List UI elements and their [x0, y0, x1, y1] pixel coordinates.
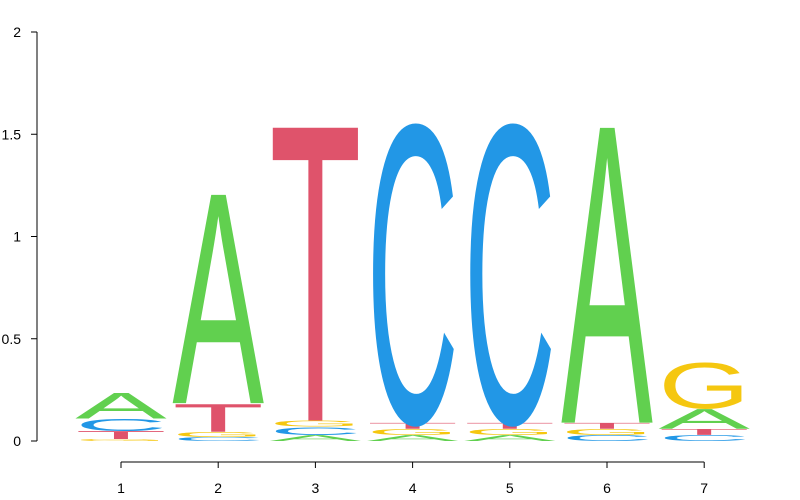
logo-letter-A: A	[172, 129, 264, 468]
svg-text:G: G	[561, 427, 653, 437]
svg-text:T: T	[367, 421, 459, 431]
svg-text:C: C	[561, 433, 653, 443]
logo-letter-G: G	[464, 427, 556, 437]
logo-letter-C: C	[172, 436, 264, 442]
logo-letter-T: T	[561, 421, 653, 431]
svg-text:T: T	[172, 396, 264, 441]
x-axis: 1 2 3 4 5 6 7	[117, 461, 708, 496]
svg-text:G: G	[172, 430, 264, 438]
svg-text:T: T	[269, 35, 361, 500]
logo-letter-T: T	[269, 35, 361, 500]
y-tick-label: 0.5	[2, 331, 22, 347]
logo-letter-T: T	[367, 421, 459, 431]
svg-text:T: T	[464, 421, 556, 431]
logo-letter-A: A	[561, 36, 653, 500]
logo-letter-A: A	[367, 433, 459, 443]
logo-letter-G: G	[269, 419, 361, 429]
svg-text:G: G	[658, 349, 750, 422]
svg-text:C: C	[75, 416, 167, 435]
logo-letter-T: T	[658, 427, 750, 437]
svg-text:C: C	[269, 425, 361, 438]
logo-letter-C: C	[561, 433, 653, 443]
logo-letter-G: G	[367, 427, 459, 437]
logo-letter-T: T	[75, 429, 167, 442]
svg-text:C: C	[464, 35, 556, 500]
svg-text:C: C	[172, 436, 264, 442]
svg-text:T: T	[75, 429, 167, 442]
svg-text:G: G	[367, 427, 459, 437]
x-tick-label: 4	[409, 480, 417, 496]
logo-letter-A: A	[75, 385, 167, 426]
x-tick-label: 7	[700, 480, 708, 496]
svg-text:G: G	[269, 419, 361, 429]
y-axis: 0 0.5 1 1.5 2	[2, 24, 38, 449]
logo-letter-A: A	[658, 403, 750, 435]
logo-letter-T: T	[172, 396, 264, 441]
x-tick-label: 1	[117, 480, 125, 496]
y-tick-label: 0	[13, 433, 21, 449]
svg-text:A: A	[172, 129, 264, 468]
svg-text:A: A	[658, 403, 750, 435]
logo-letter-G: G	[561, 427, 653, 437]
logo-letter-A: A	[270, 433, 362, 443]
logo-letter-A: A	[464, 433, 556, 443]
svg-text:A: A	[270, 433, 362, 443]
svg-text:G: G	[75, 438, 167, 441]
y-tick-label: 1	[13, 229, 21, 245]
logo-letter-G: G	[75, 438, 167, 441]
logo-letter-C: C	[464, 35, 556, 500]
svg-text:G: G	[464, 427, 556, 437]
svg-text:T: T	[561, 421, 653, 431]
logo-letter-C: C	[75, 416, 167, 435]
logo-letter-C: C	[269, 425, 361, 438]
svg-text:A: A	[464, 433, 556, 443]
x-tick-label: 6	[603, 480, 611, 496]
svg-text:C: C	[658, 433, 750, 443]
logo-letter-G: G	[658, 349, 750, 422]
svg-text:C: C	[367, 35, 459, 500]
logo-letter-G: G	[172, 430, 264, 438]
svg-text:T: T	[658, 427, 750, 437]
svg-text:A: A	[561, 36, 653, 500]
logo-letter-C: C	[367, 35, 459, 500]
logo-letter-T: T	[464, 421, 556, 431]
y-tick-label: 2	[13, 24, 21, 40]
logo-letter-C: C	[658, 433, 750, 443]
y-tick-label: 1.5	[2, 126, 22, 142]
x-tick-label: 3	[312, 480, 320, 496]
svg-text:A: A	[367, 433, 459, 443]
x-tick-label: 5	[506, 480, 514, 496]
x-tick-label: 2	[214, 480, 222, 496]
svg-text:A: A	[75, 385, 167, 426]
